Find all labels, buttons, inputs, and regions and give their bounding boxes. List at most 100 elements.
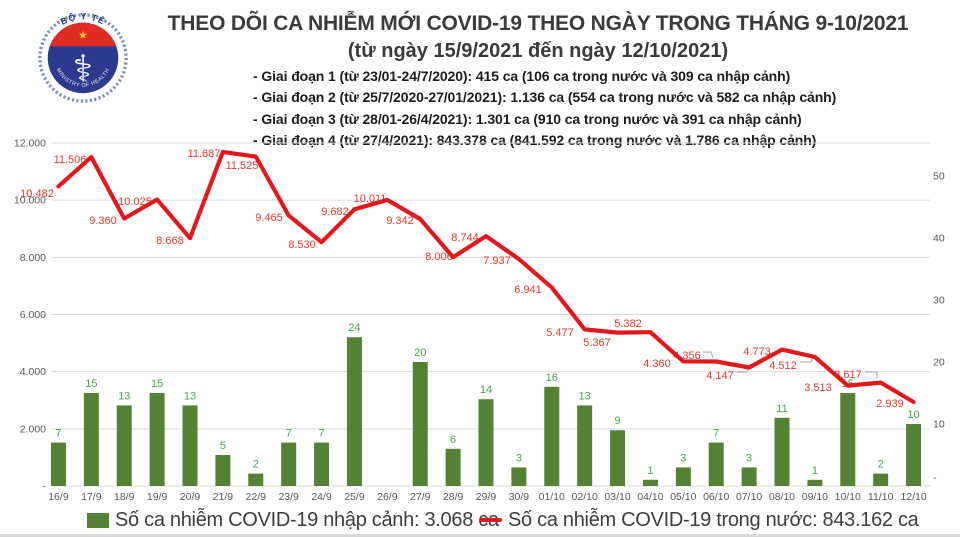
bar-value-label: 7 — [318, 428, 324, 440]
line-value-label: 8.006 — [425, 251, 453, 263]
x-tick-label: 19/9 — [147, 491, 168, 503]
line-value-label: 11.525 — [226, 160, 259, 172]
x-tick-label: 26/9 — [377, 491, 398, 503]
domestic-line — [56, 149, 916, 405]
left-tick-label: 4.000 — [20, 366, 46, 378]
x-tick-label: 23/9 — [278, 491, 299, 503]
x-tick-label: 17/9 — [81, 491, 102, 503]
x-tick-label: 27/9 — [410, 491, 431, 503]
x-tick-label: 30/9 — [509, 491, 530, 503]
x-tick-label: 02/10 — [572, 491, 598, 503]
line-value-label: 9.465 — [255, 212, 283, 224]
bar-value-label: 15 — [151, 378, 163, 390]
label-leader-line — [800, 356, 814, 363]
right-tick-label: 40 — [933, 233, 945, 245]
moh-logo-svg: ★ ⚕ BỘ Y TẾ MINISTRY OF HEALTH — [38, 11, 128, 103]
x-tick-label: 09/10 — [802, 491, 828, 503]
right-tick-label: 10 — [933, 419, 945, 431]
legend-item-imported: Số ca nhiễm COVID-19 nhập cảnh: 3.068 ca — [87, 506, 499, 534]
logo-laurel-ring — [38, 13, 128, 103]
legend-item-domestic: Số ca nhiễm COVID-19 trong nước: 843.162… — [480, 506, 919, 534]
import-bar — [774, 417, 790, 486]
line-value-label: 2.939 — [876, 398, 904, 410]
x-tick-label: 10/10 — [835, 491, 861, 503]
import-bar — [741, 467, 757, 486]
import-bar — [708, 442, 724, 486]
line-value-label: 7.937 — [483, 255, 511, 267]
bar-value-label: 20 — [414, 347, 426, 359]
x-tick-label: 11/10 — [868, 491, 894, 503]
asclepius-icon: ⚕ — [73, 46, 93, 90]
x-tick-label: 05/10 — [670, 491, 696, 503]
line-value-label: 4.512 — [769, 360, 797, 372]
bar-value-label: 9 — [614, 415, 620, 427]
bar-value-label: 5 — [220, 440, 226, 452]
phase-line-4: - Giai đoạn 4 (từ 27/4/2021): 843.378 ca… — [253, 132, 817, 149]
moh-logo: ★ ⚕ BỘ Y TẾ MINISTRY OF HEALTH — [34, 7, 132, 105]
line-value-label: 4.360 — [643, 358, 671, 370]
import-bar — [215, 455, 231, 486]
label-leader-line — [703, 351, 714, 359]
x-tick-label: 04/10 — [637, 491, 663, 503]
bar-value-label: 7 — [55, 428, 61, 440]
line-value-label: 11.687 — [188, 148, 221, 160]
bar-value-label: 16 — [546, 372, 558, 384]
x-tick-label: 29/9 — [476, 491, 497, 503]
bar-series-swatch-icon — [87, 512, 109, 528]
import-bar — [906, 424, 922, 486]
bottom-divider — [0, 534, 960, 537]
import-bar — [248, 473, 264, 486]
import-bar — [610, 430, 626, 486]
import-bar — [544, 386, 560, 486]
star-icon: ★ — [78, 29, 88, 41]
line-value-label: 8.744 — [451, 232, 479, 244]
bar-value-label: 1 — [647, 465, 653, 477]
line-value-label: 4.147 — [706, 370, 734, 382]
phase-line-3: - Giai đoạn 3 (từ 28/01-26/4/2021): 1.30… — [253, 110, 802, 127]
import-bar — [346, 337, 362, 486]
legend-label-domestic: Số ca nhiễm COVID-19 trong nước: 843.162… — [508, 508, 919, 531]
import-bar — [281, 442, 297, 486]
x-tick-label: 24/9 — [311, 491, 332, 503]
x-tick-label: 08/10 — [769, 491, 795, 503]
import-bar — [445, 448, 461, 486]
x-tick-label: 22/9 — [246, 491, 267, 503]
left-tick-label: 8.000 — [20, 252, 46, 264]
x-tick-label: 03/10 — [604, 491, 630, 503]
bar-value-label: 10 — [907, 409, 919, 421]
bar-value-label: 3 — [680, 452, 686, 464]
import-bar — [83, 393, 99, 486]
x-tick-label: 12/10 — [900, 491, 926, 503]
line-value-label: 3.513 — [804, 382, 832, 394]
import-bar — [511, 467, 527, 486]
logo-red-band — [49, 22, 117, 47]
bar-value-label: 11 — [776, 403, 787, 415]
logo-top-text-wrap: BỘ Y TẾ — [59, 11, 107, 27]
import-bar — [807, 479, 823, 486]
label-leader-line — [865, 371, 878, 379]
line-series-swatch-icon — [480, 518, 502, 522]
line-value-label: 11.506 — [54, 154, 87, 166]
line-value-label: 10.482 — [20, 188, 54, 200]
x-tick-label: 18/9 — [114, 491, 135, 503]
import-bar — [314, 442, 330, 486]
x-tick-label: 25/9 — [344, 491, 365, 503]
legend-label-imported: Số ca nhiễm COVID-19 nhập cảnh: 3.068 ca — [115, 508, 499, 531]
bar-value-label: 7 — [713, 428, 719, 440]
bar-value-label: 2 — [253, 459, 259, 471]
x-tick-label: 01/10 — [539, 491, 565, 503]
chart-subtitle: (từ ngày 15/9/2021 đến ngày 12/10/2021) — [347, 40, 729, 62]
left-tick-label: - — [43, 481, 47, 493]
import-bar — [478, 399, 494, 486]
import-bar — [642, 479, 658, 486]
logo-top-text: BỘ Y TẾ — [59, 11, 106, 27]
import-bar — [412, 362, 428, 486]
bar-value-label: 7 — [286, 428, 292, 440]
right-tick-label: - — [933, 472, 937, 484]
left-tick-label: 10.000 — [14, 195, 46, 207]
import-bar — [675, 467, 691, 486]
bar-value-label: 13 — [118, 390, 130, 402]
line-value-label: 8.530 — [288, 239, 316, 251]
